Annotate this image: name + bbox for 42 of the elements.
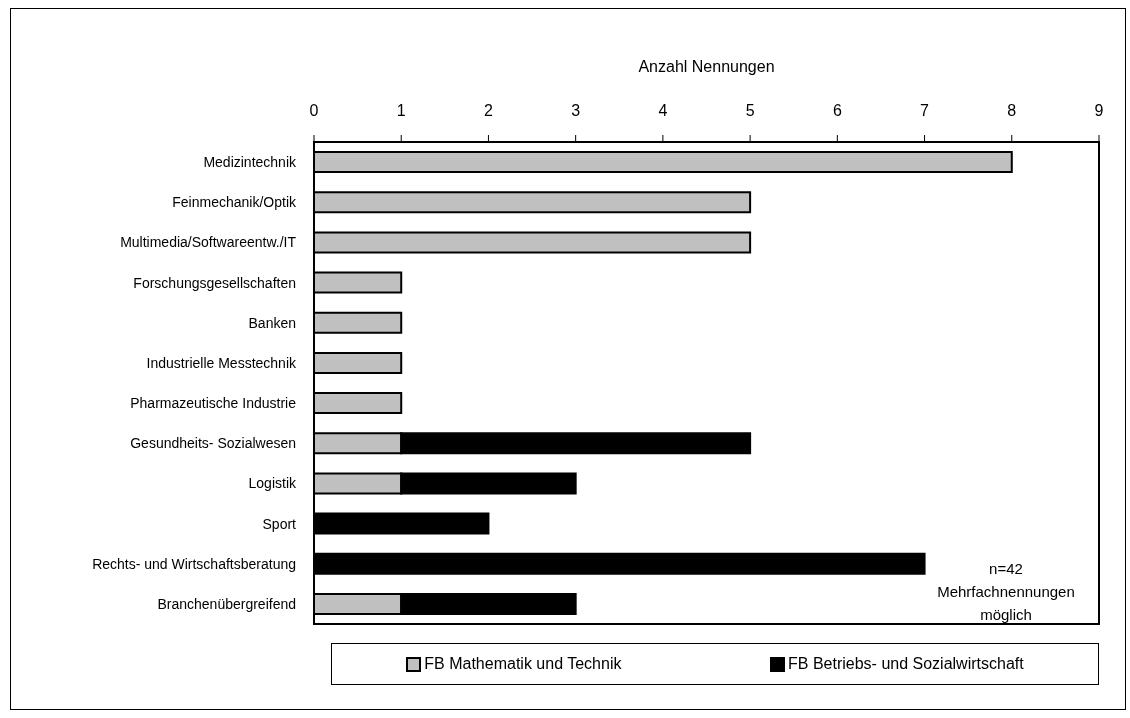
bar xyxy=(314,512,490,535)
y-tick-label: Banken xyxy=(248,314,296,331)
y-tick-label: Logistik xyxy=(248,475,297,492)
y-tick-label: Sport xyxy=(262,515,297,532)
y-tick-label: Gesundheits- Sozialwesen xyxy=(130,435,296,452)
bar xyxy=(314,191,752,214)
bar xyxy=(314,432,403,455)
bar xyxy=(314,552,926,575)
y-tick-label: Forschungsgesellschaften xyxy=(133,274,296,291)
annotation: n=42 Mehrfachnennungen möglich xyxy=(936,559,1076,625)
y-tick-label: Feinmechanik/Optik xyxy=(172,194,297,211)
bar xyxy=(314,392,403,415)
y-tick-label: Multimedia/Softwareentw./IT xyxy=(120,234,297,251)
y-tick-label: Pharmazeutische Industrie xyxy=(130,395,297,412)
x-tick-label: 6 xyxy=(832,102,842,119)
y-tick-label: Branchenübergreifend xyxy=(157,595,296,612)
bar xyxy=(314,311,403,334)
bar xyxy=(400,472,577,495)
x-tick-label: 0 xyxy=(309,102,319,119)
bar xyxy=(314,472,403,495)
x-tick-label: 8 xyxy=(1007,102,1017,119)
x-tick-label: 7 xyxy=(920,102,930,119)
bar xyxy=(400,432,752,455)
bar xyxy=(314,151,1013,174)
x-tick-label: 3 xyxy=(571,102,581,119)
legend-label: FB Betriebs- und Sozialwirtschaft xyxy=(788,655,1024,673)
bar xyxy=(314,592,403,615)
bar xyxy=(314,231,752,254)
bar xyxy=(400,592,577,615)
chart-border: 0 1 2 3 4 5 6 7 8 9 Anzahl Nennungen Medizintechnik Feinmechanik/Optik Multimedia/Softwareentw./IT Forschungsgesellschaften Banken Industrielle Messtechnik Pharmazeutische Industrie Gesundheits- Sozialwesen Logistik Sport Rechts- und Wirtschaftsberatung Branchenübergreifend n=42 Mehrfachnennungen möglich FB Mathematik und Technik FB Betriebs- und Sozialwirtschaft xyxy=(10,8,1126,710)
x-tick-label: 9 xyxy=(1094,102,1104,119)
y-tick-label: Industrielle Messtechnik xyxy=(146,354,297,371)
x-tick-label: 1 xyxy=(396,102,406,119)
y-tick-label: Medizintechnik xyxy=(203,154,297,171)
x-tick-label: 2 xyxy=(483,102,493,119)
x-tick-label: 5 xyxy=(745,102,755,119)
bar xyxy=(314,271,403,294)
bar xyxy=(314,351,403,374)
x-tick-label: 4 xyxy=(658,102,668,119)
legend-label: FB Mathematik und Technik xyxy=(424,655,622,673)
x-axis-title: Anzahl Nennungen xyxy=(638,58,775,76)
y-tick-label: Rechts- und Wirtschaftsberatung xyxy=(92,555,296,572)
